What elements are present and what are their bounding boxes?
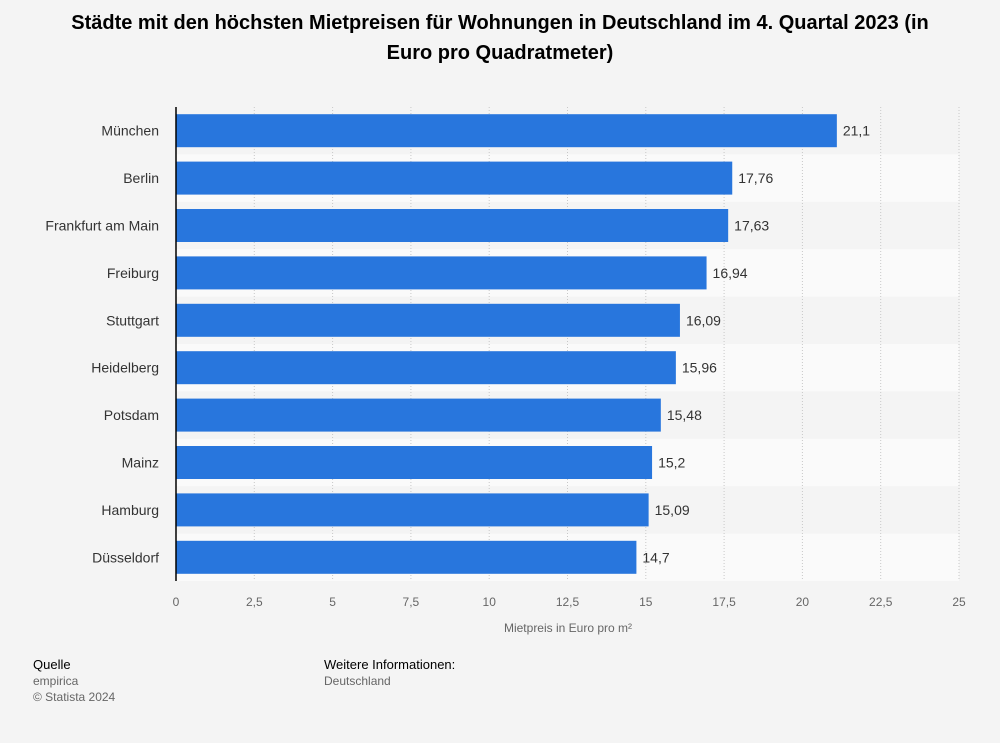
info-text: Deutschland [324, 674, 391, 688]
category-label: Frankfurt am Main [45, 218, 159, 234]
x-axis-label: Mietpreis in Euro pro m² [504, 621, 632, 635]
bar[interactable] [176, 398, 661, 432]
category-label: Heidelberg [91, 360, 159, 376]
info-heading: Weitere Informationen: [324, 657, 456, 672]
category-label: Hamburg [101, 502, 159, 518]
copyright: © Statista 2024 [33, 690, 116, 704]
value-label: 17,63 [734, 218, 769, 234]
x-axis-ticks: 0 2,5 5 7,5 10 12,5 15 17,5 20 22,5 25 [173, 595, 966, 609]
value-label: 15,2 [658, 455, 685, 471]
bar[interactable] [176, 114, 837, 148]
category-label: Freiburg [107, 265, 159, 281]
category-label: Stuttgart [106, 312, 159, 328]
x-tick-label: 7,5 [403, 595, 420, 609]
bar[interactable] [176, 493, 649, 527]
source-block: Quelle empirica © Statista 2024 [33, 657, 115, 705]
category-label: Potsdam [104, 407, 159, 423]
x-tick-label: 10 [483, 595, 497, 609]
category-labels: München Berlin Frankfurt am Main Freiburg St… [45, 123, 159, 566]
category-label: Düsseldorf [92, 549, 159, 565]
bar[interactable] [176, 351, 676, 385]
grid-lines [253, 107, 960, 581]
value-label: 21,1 [843, 123, 870, 139]
x-tick-label: 22,5 [869, 595, 893, 609]
bar[interactable] [176, 540, 637, 574]
bar[interactable] [176, 161, 733, 195]
category-label: Berlin [123, 170, 159, 186]
bar-chart: München Berlin Frankfurt am Main Freiburg St… [45, 107, 966, 635]
value-labels: 21,1 17,76 17,63 16,94 16,09 15,96 15,48 15,2 15… [642, 123, 870, 566]
category-label: Mainz [122, 455, 159, 471]
bar[interactable] [176, 209, 729, 242]
source-heading: Quelle [33, 657, 71, 672]
bar[interactable] [176, 446, 653, 479]
value-label: 14,7 [642, 549, 669, 565]
value-label: 15,48 [667, 407, 702, 423]
bar[interactable] [176, 256, 707, 290]
chart-title: Städte mit den höchsten Mietpreisen für … [71, 12, 929, 64]
x-tick-label: 5 [329, 595, 336, 609]
value-label: 16,09 [686, 312, 721, 328]
x-tick-label: 12,5 [556, 595, 580, 609]
x-tick-label: 0 [173, 595, 180, 609]
value-label: 15,09 [655, 502, 690, 518]
value-label: 17,76 [738, 170, 773, 186]
x-tick-label: 15 [639, 595, 653, 609]
x-tick-label: 17,5 [712, 595, 736, 609]
bar[interactable] [176, 303, 680, 337]
x-tick-label: 20 [796, 595, 810, 609]
x-tick-label: 25 [952, 595, 966, 609]
value-label: 15,96 [682, 360, 717, 376]
bars [176, 114, 837, 574]
value-label: 16,94 [713, 265, 748, 281]
info-block: Weitere Informationen: Deutschland [324, 657, 455, 689]
source-name[interactable]: empirica [33, 674, 79, 688]
category-label: München [101, 123, 159, 139]
x-tick-label: 2,5 [246, 595, 263, 609]
